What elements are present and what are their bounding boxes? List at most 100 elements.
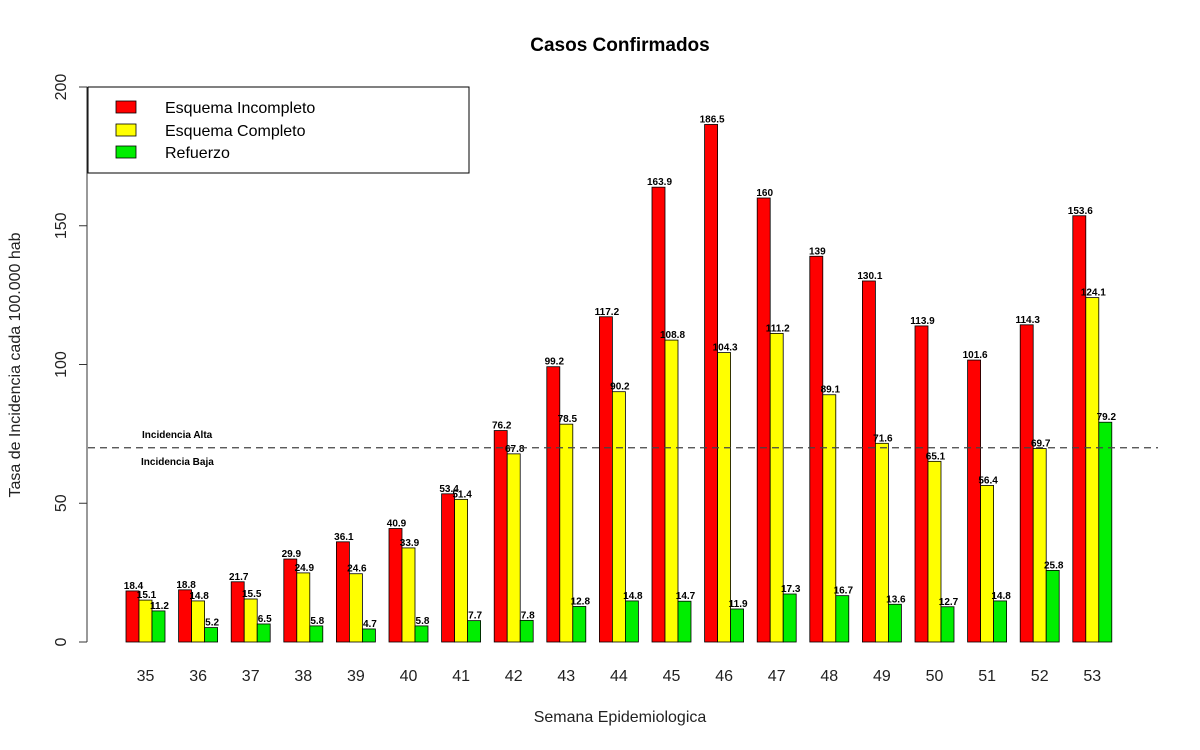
bar-label-booster-46: 11.9: [729, 599, 748, 610]
bar-incomplete-46: [704, 124, 718, 643]
bar-booster-47: [782, 593, 797, 643]
bar-incomplete-42: [493, 430, 508, 643]
bar-label-complete-51: 56.4: [978, 475, 998, 486]
y-tick-label: 0: [53, 637, 70, 646]
x-tick-label: 46: [715, 668, 733, 685]
bar-label-booster-35: 11.2: [150, 601, 169, 612]
bar-label-incomplete-37: 21.7: [229, 572, 249, 583]
x-axis-label: Semana Epidemiologica: [534, 709, 707, 726]
bar-label-complete-45: 108.8: [660, 330, 685, 341]
legend: Esquema Incompleto Esquema Completo Refu…: [87, 86, 470, 174]
x-tick-label: 52: [1031, 668, 1049, 685]
bar-booster-36: [204, 627, 219, 643]
bar-complete-40: [401, 547, 416, 643]
bar-label-booster-44: 14.8: [623, 591, 643, 602]
y-tick-label: 150: [53, 212, 70, 239]
reference-line-group: Incidencia Alta Incidencia Baja: [88, 430, 1158, 468]
x-tick-label: 47: [768, 668, 786, 685]
bar-label-incomplete-40: 40.9: [387, 519, 407, 530]
x-tick-labels: 35 36 37 38 39 40 41 42 43 44 45 46 47 48 49 50 51 52 53: [137, 668, 1102, 685]
incidence-low-label: Incidencia Baja: [141, 457, 214, 468]
bar-complete-41: [454, 498, 469, 643]
x-tick-label: 39: [347, 668, 365, 685]
legend-swatch-booster: [115, 145, 137, 159]
y-tick-label: 100: [53, 351, 70, 378]
bar-label-incomplete-52: 114.3: [1015, 315, 1040, 326]
legend-label-incomplete: Esquema Incompleto: [165, 100, 315, 117]
bar-label-booster-47: 17.3: [781, 584, 801, 595]
x-tick-label: 36: [189, 668, 207, 685]
legend-label-complete: Esquema Completo: [165, 123, 306, 140]
bar-label-complete-53: 124.1: [1081, 288, 1106, 299]
bar-booster-42: [519, 619, 534, 643]
bar-complete-36: [191, 600, 206, 643]
bar-label-complete-36: 14.8: [189, 591, 209, 602]
bar-complete-53: [1085, 297, 1100, 643]
bar-label-booster-53: 79.2: [1097, 412, 1117, 423]
bar-label-booster-48: 16.7: [834, 586, 854, 597]
bar-incomplete-43: [546, 366, 561, 643]
bar-label-booster-52: 25.8: [1044, 560, 1064, 571]
bar-label-complete-39: 24.6: [347, 564, 367, 575]
bar-label-incomplete-49: 130.1: [857, 271, 882, 282]
bar-complete-47: [769, 333, 784, 643]
bar-label-booster-41: 7.7: [468, 611, 482, 622]
bar-label-booster-43: 12.8: [571, 596, 591, 607]
bar-label-complete-52: 69.7: [1031, 439, 1051, 450]
incidence-high-label: Incidencia Alta: [142, 430, 213, 441]
legend-box: [87, 86, 470, 174]
bar-label-complete-43: 78.5: [558, 414, 578, 425]
bar-complete-48: [822, 394, 837, 643]
bar-booster-44: [625, 600, 639, 643]
bar-incomplete-51: [967, 359, 981, 643]
bar-label-booster-50: 12.7: [939, 597, 959, 608]
x-tick-label: 35: [137, 668, 155, 685]
bar-label-incomplete-42: 76.2: [492, 421, 512, 432]
bar-label-incomplete-44: 117.2: [595, 307, 620, 318]
y-tick-label: 200: [53, 74, 70, 101]
bar-label-incomplete-38: 29.9: [282, 549, 302, 560]
bar-booster-49: [888, 603, 902, 643]
x-tick-label: 37: [242, 668, 260, 685]
bar-labels-group: 18.415.111.218.814.85.221.715.56.529.924…: [124, 114, 1117, 629]
bar-complete-52: [1032, 448, 1047, 643]
bar-booster-35: [151, 610, 166, 643]
bar-incomplete-47: [756, 197, 771, 643]
bar-incomplete-50: [914, 325, 929, 643]
bar-booster-38: [309, 625, 324, 643]
bar-label-incomplete-48: 139: [809, 246, 826, 257]
bar-label-complete-40: 33.9: [400, 538, 420, 549]
bar-label-booster-36: 5.2: [205, 618, 219, 629]
x-tick-label: 50: [926, 668, 944, 685]
bar-booster-37: [256, 623, 271, 643]
bar-label-incomplete-35: 18.4: [124, 581, 144, 592]
bar-complete-50: [927, 460, 942, 643]
bar-label-complete-50: 65.1: [926, 451, 946, 462]
bar-booster-53: [1098, 421, 1113, 643]
bar-label-booster-49: 13.6: [886, 594, 906, 605]
bar-booster-41: [467, 620, 482, 643]
y-tick-label: 50: [53, 494, 70, 512]
bar-label-booster-38: 5.8: [310, 616, 324, 627]
x-tick-label: 53: [1083, 668, 1101, 685]
bar-label-incomplete-50: 113.9: [910, 316, 935, 327]
bar-label-incomplete-43: 99.2: [545, 357, 565, 368]
bar-incomplete-48: [809, 255, 824, 643]
x-tick-label: 51: [978, 668, 996, 685]
bar-label-complete-46: 104.3: [713, 343, 738, 354]
bar-complete-44: [612, 391, 626, 643]
bar-label-booster-42: 7.8: [521, 610, 535, 621]
bar-complete-42: [506, 453, 521, 643]
legend-label-booster: Refuerzo: [165, 145, 230, 162]
bar-label-complete-47: 111.2: [766, 323, 790, 334]
bar-label-incomplete-36: 18.8: [176, 580, 196, 591]
bar-label-complete-37: 15.5: [242, 589, 262, 600]
bar-booster-46: [730, 608, 744, 643]
y-axis-label: Tasa de Incidencia cada 100.000 hab: [7, 232, 24, 497]
bar-label-complete-35: 15.1: [137, 590, 157, 601]
x-tick-label: 38: [294, 668, 312, 685]
bar-label-incomplete-51: 101.6: [963, 350, 988, 361]
bar-complete-37: [243, 598, 258, 643]
bar-label-complete-44: 90.2: [610, 382, 630, 393]
